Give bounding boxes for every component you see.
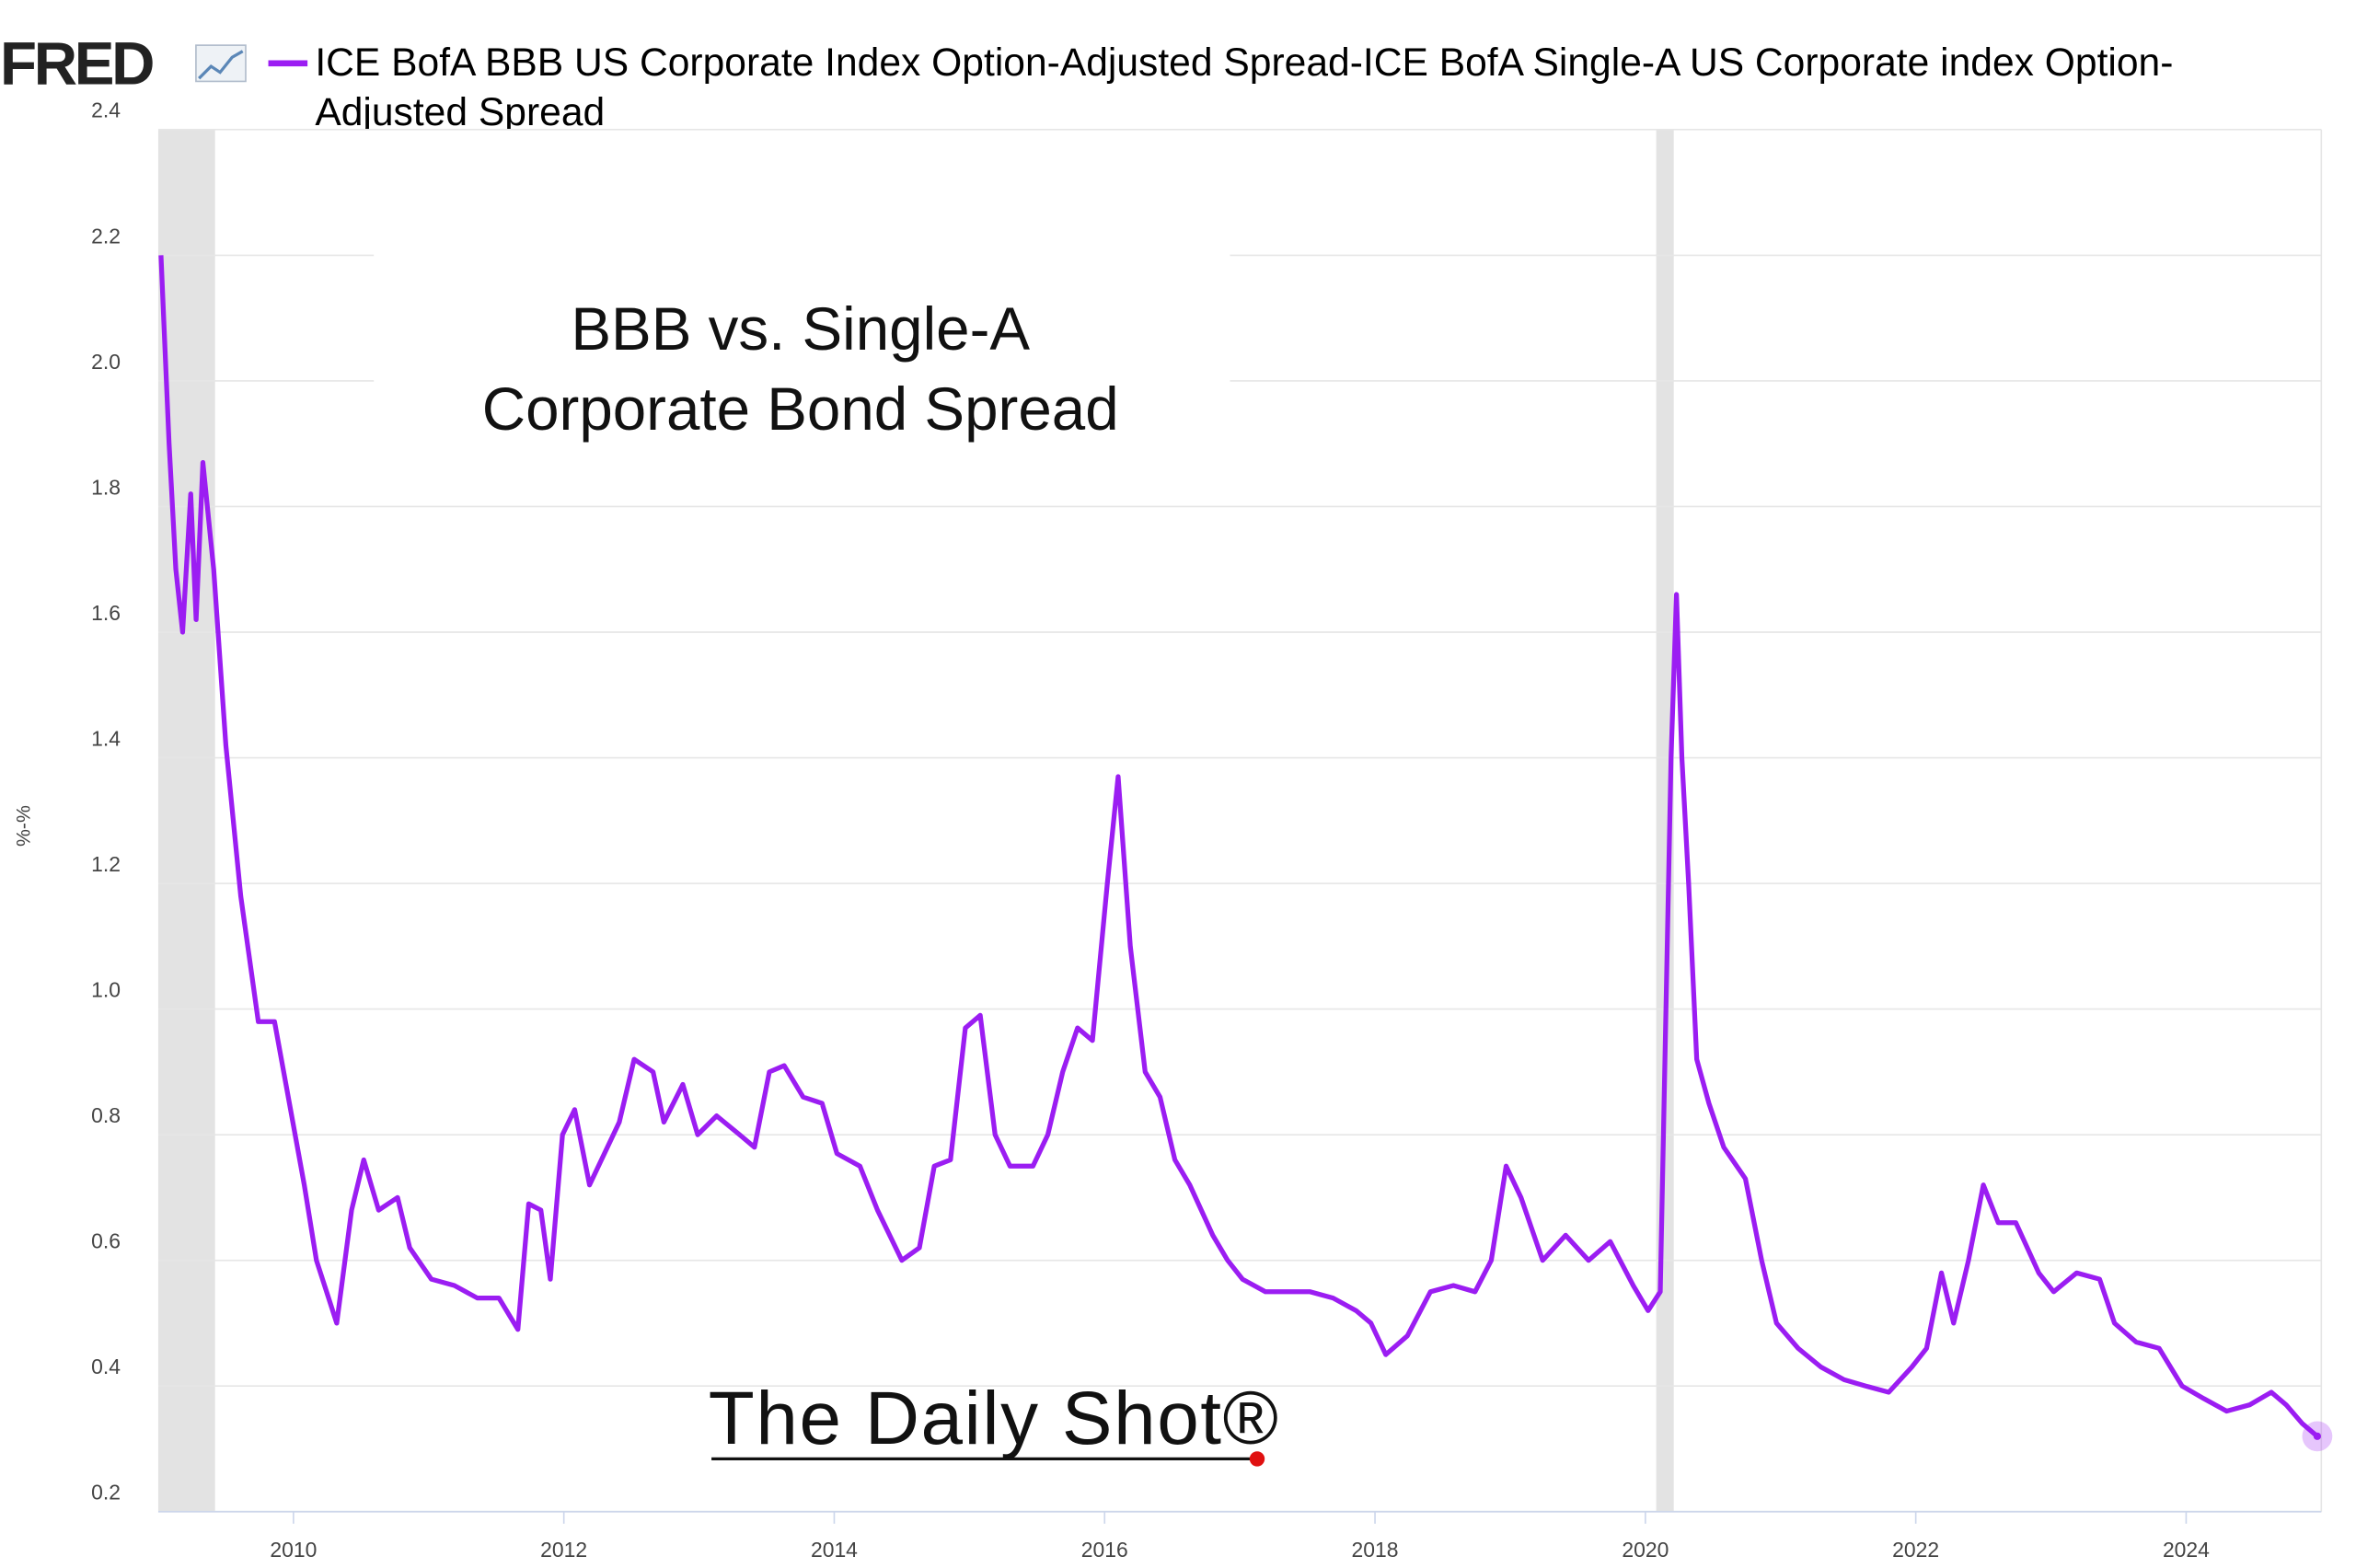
y-tick-label: 1.8 [91,475,121,499]
annotation: Corporate Bond Spread [482,375,1119,443]
legend-label: ICE BofA BBB US Corporate Index Option-A… [315,39,2174,134]
annotation-box [374,253,1230,441]
x-tick-label: 2022 [1892,1538,1939,1562]
y-tick-label: 1.4 [91,726,121,750]
y-axis-label: %-% [13,805,35,847]
y-tick-label: 1.6 [91,601,121,625]
watermark: The Daily Shot® [709,1377,1278,1460]
y-tick-label: 1.0 [91,978,121,1002]
y-tick-label: 0.8 [91,1103,121,1127]
x-tick-label: 2024 [2163,1538,2210,1562]
annotation: BBB vs. Single-A [571,295,1030,363]
end-point [2313,1432,2322,1440]
y-tick-label: 0.4 [91,1355,121,1378]
y-tick-label: 0.2 [91,1481,121,1505]
x-tick-label: 2014 [811,1538,858,1562]
watermark-dot [1249,1451,1265,1467]
y-tick-label: 2.0 [91,350,121,374]
legend: ICE BofA BBB US Corporate Index Option-A… [315,39,2174,134]
y-tick-label: 2.4 [91,98,121,122]
y-tick-label: 0.6 [91,1229,121,1253]
y-tick-label: 1.2 [91,852,121,876]
x-tick-label: 2010 [270,1538,317,1562]
y-tick-label: 2.2 [91,224,121,248]
x-tick-label: 2020 [1622,1538,1669,1562]
logo-icon [195,44,247,83]
series-line [158,255,2319,1438]
logo: FRED [0,30,153,98]
x-tick-label: 2018 [1352,1538,1399,1562]
x-tick-label: 2016 [1081,1538,1128,1562]
x-tick-label: 2012 [540,1538,587,1562]
